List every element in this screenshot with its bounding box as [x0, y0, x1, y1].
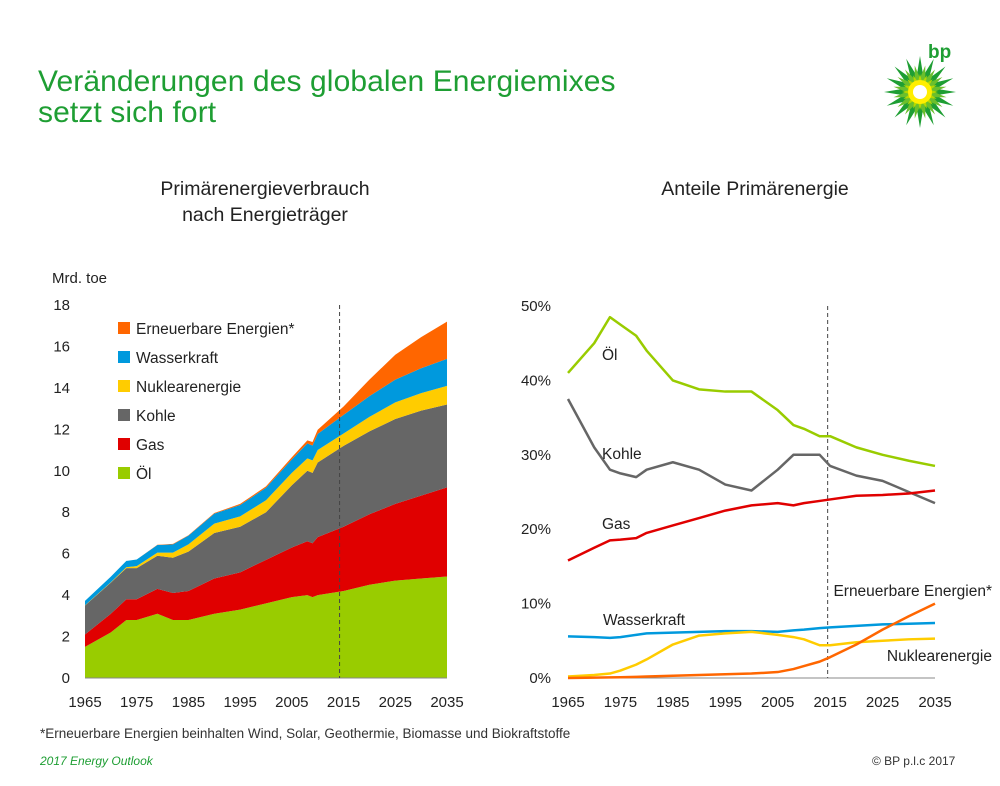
- page-title-line-2: setzt sich fort: [38, 96, 217, 129]
- right-chart-title: Anteile Primärenergie: [590, 176, 920, 202]
- legend-swatch-coal: [118, 409, 130, 421]
- left-x-tick-label: 2035: [430, 694, 463, 711]
- page-title-line-1: Veränderungen des globalen Energiemixes: [38, 65, 616, 98]
- series-label-coal: Kohle: [602, 446, 642, 463]
- left-x-tick-label: 2025: [379, 694, 412, 711]
- legend-label-renewables: Erneuerbare Energien*: [136, 321, 295, 338]
- line-renewables: [567, 602, 936, 680]
- series-label-oil: Öl: [602, 346, 618, 364]
- left-x-tick-label: 1995: [223, 694, 256, 711]
- right-x-tick-label: 1965: [551, 694, 584, 711]
- page-title: Veränderungen des globalen Energiemixes …: [38, 66, 616, 128]
- bp-logo-text: bp: [928, 42, 952, 63]
- right-y-tick-label: 40%: [521, 372, 551, 389]
- legend-swatch-oil: [118, 467, 130, 479]
- legend-swatch-nuclear: [118, 380, 130, 392]
- series-label-gas: Gas: [602, 516, 631, 533]
- right-x-tick-label: 2035: [918, 694, 951, 711]
- right-y-tick-label: 10%: [521, 596, 551, 613]
- right-y-tick-label: 20%: [521, 521, 551, 538]
- legend-label-nuclear: Nuklearenergie: [136, 379, 241, 396]
- legend-swatch-gas: [118, 438, 130, 450]
- left-y-tick-label: 4: [62, 587, 70, 604]
- left-y-tick-label: 2: [62, 629, 70, 646]
- area-coal: [85, 404, 447, 635]
- right-x-tick-label: 2005: [761, 694, 794, 711]
- left-x-tick-label: 1975: [120, 694, 153, 711]
- left-chart-y-unit: Mrd. toe: [52, 270, 108, 287]
- series-label-hydro: Wasserkraft: [603, 612, 686, 629]
- right-x-tick-label: 1985: [656, 694, 689, 711]
- legend-label-hydro: Wasserkraft: [136, 350, 219, 367]
- legend-swatch-hydro: [118, 351, 130, 363]
- left-chart: 0 2 4 6 8 10 12 14 16 18 1965 1975 1985 1995 2005 2015 2…: [53, 297, 463, 711]
- left-y-tick-label: 18: [53, 297, 70, 314]
- left-chart-title-line-2: nach Energieträger: [182, 204, 348, 226]
- footer-copyright: © BP p.l.c 2017: [872, 754, 956, 768]
- right-chart-title-text: Anteile Primärenergie: [661, 178, 849, 200]
- right-x-tick-label: 1995: [709, 694, 742, 711]
- left-x-tick-label: 2005: [275, 694, 308, 711]
- left-y-tick-label: 12: [53, 421, 70, 438]
- right-chart: 0% 10% 20% 30% 40% 50% 1965 1975 1985 1995 2005 201…: [521, 298, 992, 711]
- line-oil: [567, 315, 936, 468]
- left-y-tick-label: 8: [62, 504, 70, 521]
- series-label-nuclear: Nuklearenergie: [887, 648, 992, 665]
- left-x-tick-label: 2015: [327, 694, 360, 711]
- bp-helios-logo-icon: [884, 56, 956, 128]
- legend-label-oil: Öl: [136, 465, 152, 483]
- left-y-tick-label: 10: [53, 463, 70, 480]
- left-y-tick-label: 6: [62, 546, 70, 563]
- area-nuclear: [85, 385, 447, 606]
- legend-swatch-renewables: [118, 322, 130, 334]
- right-y-tick-label: 0%: [529, 670, 551, 687]
- footnote: *Erneuerbare Energien beinhalten Wind, S…: [40, 726, 571, 741]
- right-x-tick-label: 2015: [813, 694, 846, 711]
- left-y-tick-label: 0: [62, 670, 70, 687]
- footer-outlook: 2017 Energy Outlook: [40, 754, 153, 768]
- right-x-tick-label: 2025: [866, 694, 899, 711]
- legend-label-coal: Kohle: [136, 408, 176, 425]
- line-coal: [566, 398, 936, 505]
- line-gas: [567, 489, 936, 562]
- right-x-tick-label: 1975: [604, 694, 637, 711]
- line-nuclear: [567, 630, 936, 678]
- right-y-tick-label: 30%: [521, 447, 551, 464]
- right-y-tick-label: 50%: [521, 298, 551, 315]
- left-x-tick-label: 1985: [172, 694, 205, 711]
- left-y-tick-label: 16: [53, 338, 70, 355]
- area-renewables: [85, 321, 447, 601]
- area-hydro: [85, 358, 447, 606]
- left-y-tick-label: 14: [53, 380, 70, 397]
- legend-label-gas: Gas: [136, 437, 165, 454]
- left-x-tick-label: 1965: [68, 694, 101, 711]
- left-chart-title-line-1: Primärenergieverbrauch: [160, 178, 370, 200]
- left-chart-title: Primärenergieverbrauch nach Energieträge…: [100, 176, 430, 228]
- area-gas: [85, 487, 447, 647]
- series-label-renewables: Erneuerbare Energien*: [833, 583, 992, 600]
- area-oil: [85, 576, 447, 678]
